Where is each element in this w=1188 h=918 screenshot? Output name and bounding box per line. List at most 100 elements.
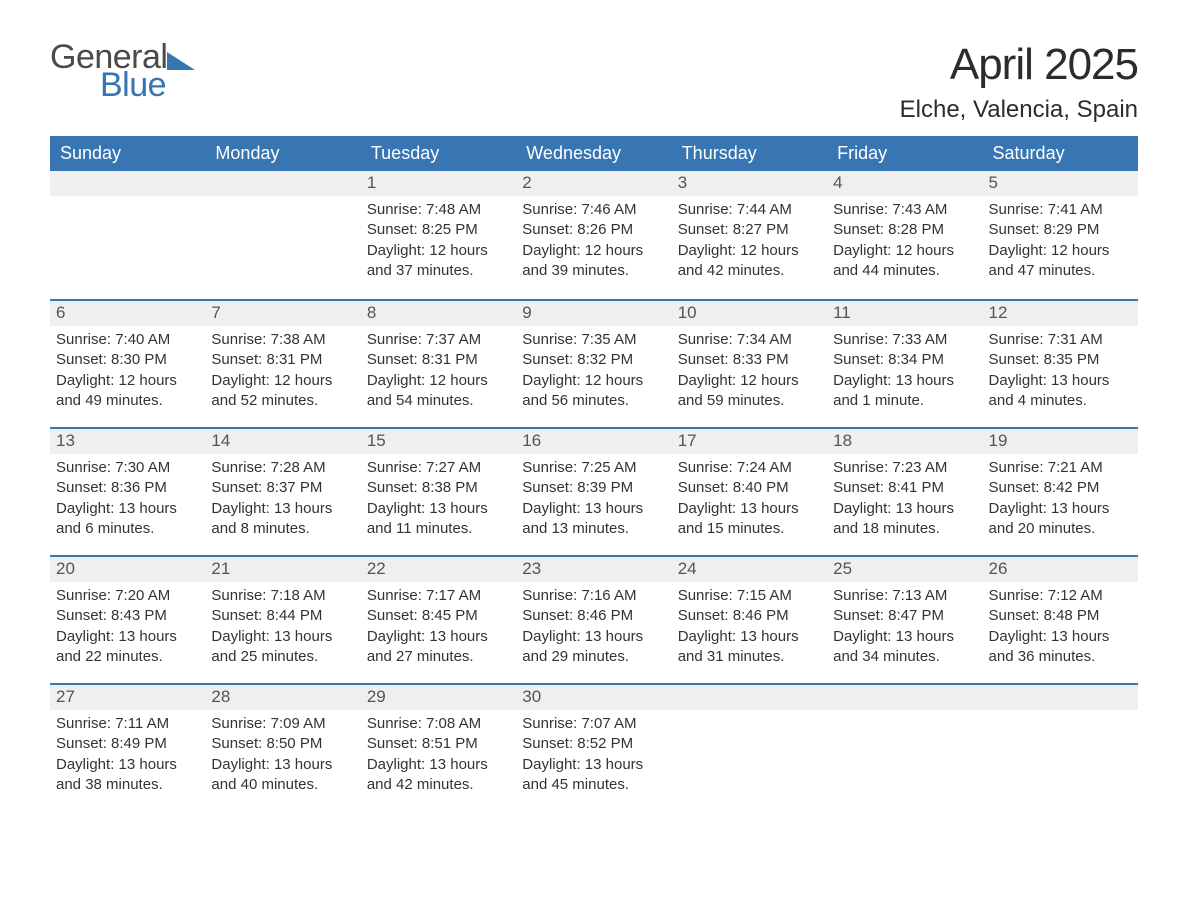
day-number: 27 — [50, 685, 205, 710]
sunset-line: Sunset: 8:46 PM — [522, 606, 665, 626]
calendar-day-cell: 30Sunrise: 7:07 AMSunset: 8:52 PMDayligh… — [516, 685, 671, 811]
daylight-line: Daylight: 13 hours and 15 minutes. — [678, 499, 821, 540]
daylight-line: Daylight: 13 hours and 1 minute. — [833, 371, 976, 412]
calendar-day-cell: 15Sunrise: 7:27 AMSunset: 8:38 PMDayligh… — [361, 429, 516, 555]
daylight-line: Daylight: 13 hours and 34 minutes. — [833, 627, 976, 668]
calendar-day-cell: 28Sunrise: 7:09 AMSunset: 8:50 PMDayligh… — [205, 685, 360, 811]
day-number: 22 — [361, 557, 516, 582]
day-number: 4 — [827, 171, 982, 196]
sunset-line: Sunset: 8:45 PM — [367, 606, 510, 626]
day-number: 21 — [205, 557, 360, 582]
day-details: Sunrise: 7:12 AMSunset: 8:48 PMDaylight:… — [983, 582, 1138, 677]
daylight-line: Daylight: 12 hours and 59 minutes. — [678, 371, 821, 412]
calendar-week-row: 20Sunrise: 7:20 AMSunset: 8:43 PMDayligh… — [50, 555, 1138, 683]
daylight-line: Daylight: 12 hours and 52 minutes. — [211, 371, 354, 412]
sunrise-line: Sunrise: 7:09 AM — [211, 714, 354, 734]
sunrise-line: Sunrise: 7:23 AM — [833, 458, 976, 478]
sunset-line: Sunset: 8:29 PM — [989, 220, 1132, 240]
calendar-week-row: 13Sunrise: 7:30 AMSunset: 8:36 PMDayligh… — [50, 427, 1138, 555]
day-number: 15 — [361, 429, 516, 454]
daylight-line: Daylight: 13 hours and 20 minutes. — [989, 499, 1132, 540]
day-details: Sunrise: 7:30 AMSunset: 8:36 PMDaylight:… — [50, 454, 205, 549]
sunrise-line: Sunrise: 7:38 AM — [211, 330, 354, 350]
sunset-line: Sunset: 8:34 PM — [833, 350, 976, 370]
daylight-line: Daylight: 12 hours and 42 minutes. — [678, 241, 821, 282]
day-number: 14 — [205, 429, 360, 454]
page-title: April 2025 — [900, 40, 1138, 90]
day-details: Sunrise: 7:15 AMSunset: 8:46 PMDaylight:… — [672, 582, 827, 677]
daylight-line: Daylight: 13 hours and 4 minutes. — [989, 371, 1132, 412]
sunrise-line: Sunrise: 7:35 AM — [522, 330, 665, 350]
day-details: Sunrise: 7:33 AMSunset: 8:34 PMDaylight:… — [827, 326, 982, 421]
day-number: 30 — [516, 685, 671, 710]
day-details: Sunrise: 7:44 AMSunset: 8:27 PMDaylight:… — [672, 196, 827, 291]
sunset-line: Sunset: 8:50 PM — [211, 734, 354, 754]
day-number — [983, 685, 1138, 710]
sunset-line: Sunset: 8:49 PM — [56, 734, 199, 754]
day-details: Sunrise: 7:21 AMSunset: 8:42 PMDaylight:… — [983, 454, 1138, 549]
sunset-line: Sunset: 8:30 PM — [56, 350, 199, 370]
sunrise-line: Sunrise: 7:07 AM — [522, 714, 665, 734]
calendar-day-cell: 4Sunrise: 7:43 AMSunset: 8:28 PMDaylight… — [827, 171, 982, 299]
daylight-line: Daylight: 13 hours and 13 minutes. — [522, 499, 665, 540]
sunrise-line: Sunrise: 7:20 AM — [56, 586, 199, 606]
sunset-line: Sunset: 8:51 PM — [367, 734, 510, 754]
sunset-line: Sunset: 8:44 PM — [211, 606, 354, 626]
day-number: 25 — [827, 557, 982, 582]
sunset-line: Sunset: 8:35 PM — [989, 350, 1132, 370]
calendar-day-cell: 6Sunrise: 7:40 AMSunset: 8:30 PMDaylight… — [50, 301, 205, 427]
daylight-line: Daylight: 13 hours and 18 minutes. — [833, 499, 976, 540]
daylight-line: Daylight: 12 hours and 39 minutes. — [522, 241, 665, 282]
day-number — [50, 171, 205, 196]
calendar-week-row: 27Sunrise: 7:11 AMSunset: 8:49 PMDayligh… — [50, 683, 1138, 811]
day-details: Sunrise: 7:07 AMSunset: 8:52 PMDaylight:… — [516, 710, 671, 805]
sunset-line: Sunset: 8:32 PM — [522, 350, 665, 370]
title-block: April 2025 Elche, Valencia, Spain — [900, 40, 1138, 124]
day-details: Sunrise: 7:41 AMSunset: 8:29 PMDaylight:… — [983, 196, 1138, 291]
day-details: Sunrise: 7:34 AMSunset: 8:33 PMDaylight:… — [672, 326, 827, 421]
sunset-line: Sunset: 8:42 PM — [989, 478, 1132, 498]
day-number: 6 — [50, 301, 205, 326]
day-details: Sunrise: 7:27 AMSunset: 8:38 PMDaylight:… — [361, 454, 516, 549]
calendar-day-cell: 11Sunrise: 7:33 AMSunset: 8:34 PMDayligh… — [827, 301, 982, 427]
daylight-line: Daylight: 13 hours and 31 minutes. — [678, 627, 821, 668]
sunset-line: Sunset: 8:40 PM — [678, 478, 821, 498]
calendar-day-cell: 23Sunrise: 7:16 AMSunset: 8:46 PMDayligh… — [516, 557, 671, 683]
calendar-day-cell: 24Sunrise: 7:15 AMSunset: 8:46 PMDayligh… — [672, 557, 827, 683]
day-number: 2 — [516, 171, 671, 196]
daylight-line: Daylight: 13 hours and 6 minutes. — [56, 499, 199, 540]
day-details: Sunrise: 7:37 AMSunset: 8:31 PMDaylight:… — [361, 326, 516, 421]
day-number: 24 — [672, 557, 827, 582]
calendar-day-cell: 5Sunrise: 7:41 AMSunset: 8:29 PMDaylight… — [983, 171, 1138, 299]
calendar-header-cell: Monday — [205, 136, 360, 171]
sunrise-line: Sunrise: 7:30 AM — [56, 458, 199, 478]
calendar-header-cell: Sunday — [50, 136, 205, 171]
sunrise-line: Sunrise: 7:27 AM — [367, 458, 510, 478]
day-number: 28 — [205, 685, 360, 710]
calendar-day-cell: 21Sunrise: 7:18 AMSunset: 8:44 PMDayligh… — [205, 557, 360, 683]
sunset-line: Sunset: 8:31 PM — [367, 350, 510, 370]
day-number: 26 — [983, 557, 1138, 582]
sunrise-line: Sunrise: 7:12 AM — [989, 586, 1132, 606]
day-number: 16 — [516, 429, 671, 454]
day-number: 7 — [205, 301, 360, 326]
day-number: 17 — [672, 429, 827, 454]
day-details: Sunrise: 7:18 AMSunset: 8:44 PMDaylight:… — [205, 582, 360, 677]
day-number — [672, 685, 827, 710]
calendar-header-cell: Thursday — [672, 136, 827, 171]
day-details: Sunrise: 7:25 AMSunset: 8:39 PMDaylight:… — [516, 454, 671, 549]
daylight-line: Daylight: 13 hours and 27 minutes. — [367, 627, 510, 668]
calendar-week-row: 6Sunrise: 7:40 AMSunset: 8:30 PMDaylight… — [50, 299, 1138, 427]
logo-word-2: Blue — [100, 68, 195, 102]
calendar-day-cell: 16Sunrise: 7:25 AMSunset: 8:39 PMDayligh… — [516, 429, 671, 555]
day-number — [205, 171, 360, 196]
calendar-day-cell — [827, 685, 982, 811]
day-details: Sunrise: 7:23 AMSunset: 8:41 PMDaylight:… — [827, 454, 982, 549]
sunrise-line: Sunrise: 7:41 AM — [989, 200, 1132, 220]
calendar-header-cell: Friday — [827, 136, 982, 171]
day-details: Sunrise: 7:28 AMSunset: 8:37 PMDaylight:… — [205, 454, 360, 549]
sunrise-line: Sunrise: 7:08 AM — [367, 714, 510, 734]
sunset-line: Sunset: 8:27 PM — [678, 220, 821, 240]
day-details: Sunrise: 7:09 AMSunset: 8:50 PMDaylight:… — [205, 710, 360, 805]
calendar-day-cell: 22Sunrise: 7:17 AMSunset: 8:45 PMDayligh… — [361, 557, 516, 683]
